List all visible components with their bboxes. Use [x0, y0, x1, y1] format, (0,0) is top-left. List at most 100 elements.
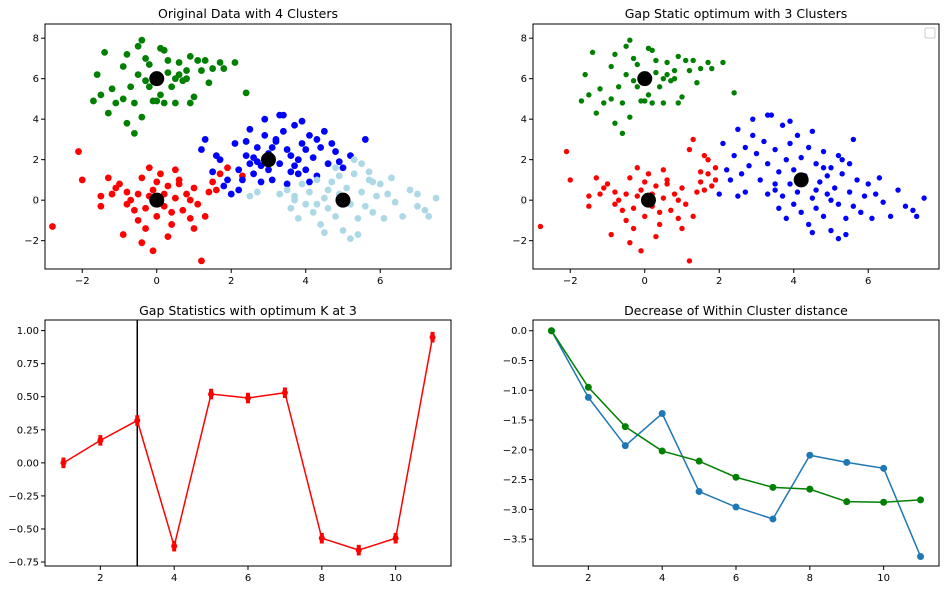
data-point: [660, 167, 667, 173]
data-point: [97, 202, 105, 210]
data-point: [910, 207, 916, 213]
data-point: [854, 177, 860, 183]
data-point: [164, 233, 172, 241]
x-tick-label: 0: [154, 276, 160, 287]
data-point: [731, 90, 737, 96]
data-point: [369, 208, 377, 216]
data-point: [794, 189, 801, 195]
data-point: [697, 169, 704, 175]
data-point: [108, 190, 116, 198]
data-point: [250, 154, 257, 162]
y-tick-label: −3.5: [503, 535, 527, 546]
data-point: [350, 170, 358, 178]
data-point: [253, 188, 261, 196]
data-point: [227, 190, 235, 198]
data-point: [78, 176, 86, 184]
data-point: [727, 177, 734, 183]
data-point: [637, 71, 653, 87]
data-point: [175, 59, 183, 66]
data-point: [119, 231, 127, 238]
data-point: [283, 180, 291, 188]
data-point: [209, 178, 217, 186]
data-point: [593, 110, 600, 116]
data-point: [705, 59, 711, 66]
data-point: [317, 221, 325, 228]
data-point: [787, 181, 793, 187]
data-point: [60, 459, 67, 466]
data-point: [567, 177, 573, 183]
data-point: [171, 99, 179, 107]
data-point: [361, 136, 369, 143]
data-point: [123, 119, 131, 127]
data-point: [376, 180, 384, 188]
x-tick-label: 2: [716, 276, 722, 287]
data-point: [809, 229, 816, 236]
y-tick-label: −0.50: [8, 524, 39, 535]
data-point: [283, 146, 291, 153]
plot-frame: [532, 23, 940, 270]
data-point: [138, 36, 146, 44]
data-point: [880, 498, 888, 506]
chart-title: Gap Statistics with optimum K at 3: [139, 303, 357, 318]
data-point: [690, 57, 696, 64]
data-point: [597, 191, 603, 197]
data-point: [861, 193, 868, 199]
data-point: [190, 93, 198, 101]
data-point: [638, 187, 644, 193]
data-point: [776, 169, 782, 175]
data-point: [858, 209, 864, 216]
y-tick-label: 0.50: [17, 392, 39, 403]
data-point: [354, 214, 362, 222]
data-point: [601, 100, 607, 106]
data-point: [220, 182, 228, 190]
data-point: [645, 92, 652, 98]
x-tick-label: 2: [97, 573, 103, 584]
data-point: [130, 206, 138, 214]
data-point: [354, 231, 362, 238]
data-point: [695, 488, 703, 496]
data-point: [149, 192, 165, 208]
data-point: [627, 37, 633, 43]
data-point: [783, 215, 789, 222]
data-point: [586, 92, 592, 98]
data-point: [902, 203, 909, 209]
x-tick-label: 4: [171, 573, 177, 584]
data-point: [675, 100, 681, 106]
data-point: [306, 178, 313, 186]
data-point: [597, 86, 603, 92]
data-point: [104, 174, 112, 182]
data-point: [761, 138, 767, 145]
data-point: [589, 49, 596, 56]
data-point: [584, 383, 592, 391]
y-tick-label: 0.0: [511, 326, 527, 337]
data-point: [242, 138, 250, 145]
data-point: [764, 161, 771, 167]
data-point: [865, 181, 871, 187]
data-point: [764, 112, 771, 118]
data-point: [164, 69, 172, 76]
y-tick-label: 6: [521, 74, 527, 85]
data-point: [880, 464, 888, 472]
data-point: [335, 158, 343, 166]
data-point: [917, 552, 925, 560]
data-point: [615, 84, 622, 90]
data-point: [697, 65, 704, 72]
data-point: [593, 175, 600, 181]
data-point: [142, 204, 149, 212]
y-tick-label: −3.0: [503, 505, 527, 516]
data-point: [130, 129, 138, 137]
data-point: [186, 99, 194, 107]
data-point: [276, 160, 284, 168]
data-point: [324, 160, 332, 168]
data-point: [123, 50, 131, 58]
data-point: [690, 213, 696, 220]
data-point: [791, 201, 797, 207]
data-point: [828, 165, 834, 171]
data-point: [130, 99, 138, 107]
data-point: [145, 61, 153, 68]
data-point: [612, 120, 618, 126]
data-point: [324, 186, 332, 194]
data-point: [658, 447, 666, 455]
data-point: [664, 59, 670, 66]
data-point: [302, 166, 310, 174]
